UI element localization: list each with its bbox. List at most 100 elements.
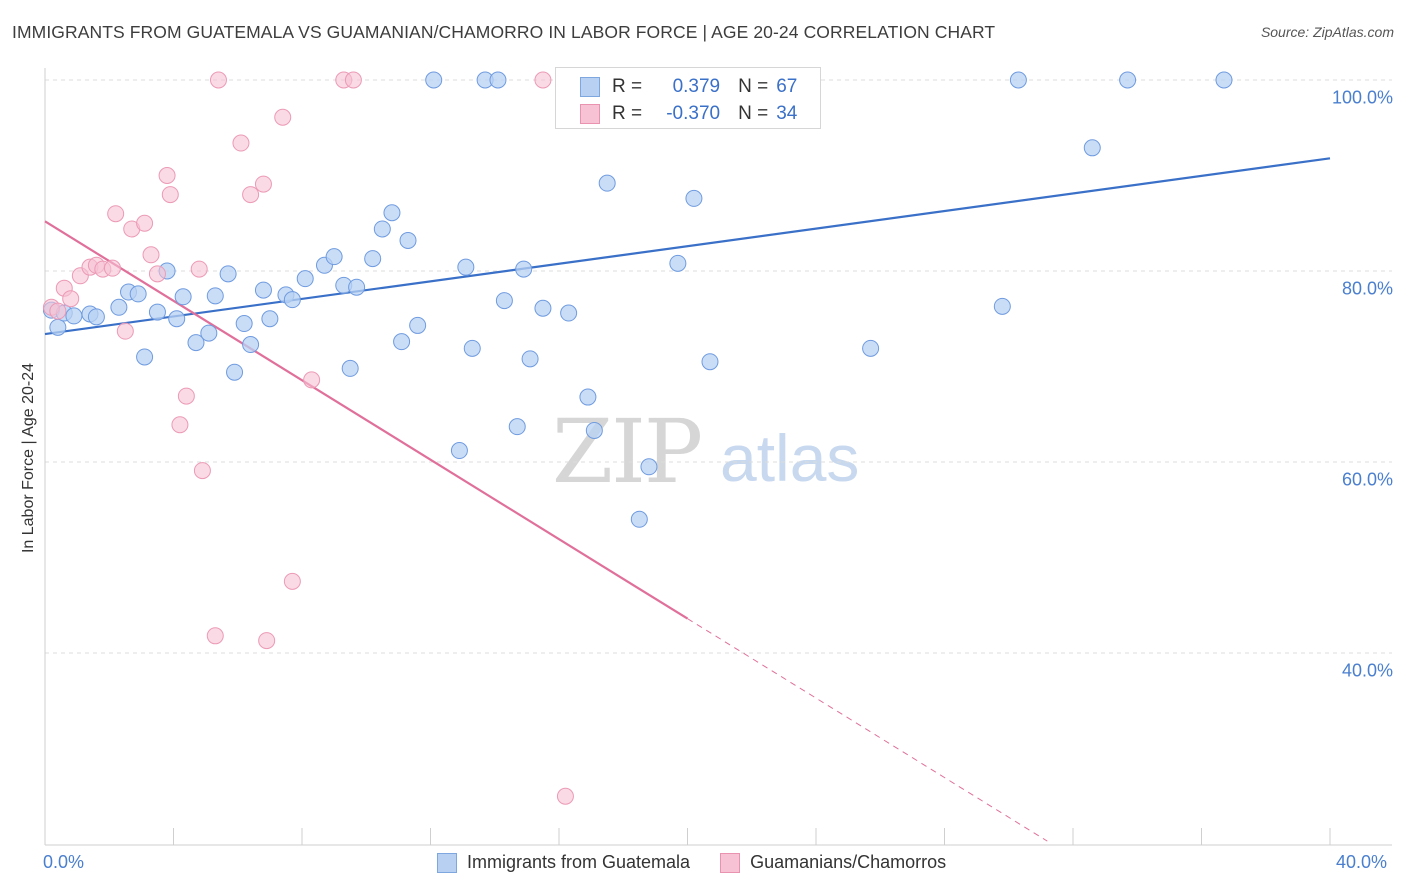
data-point-chamorro (254, 175, 272, 193)
data-point-chamorro (158, 167, 176, 184)
data-point-guatemala (393, 333, 411, 351)
data-point-guatemala (489, 71, 507, 89)
data-point-guatemala (206, 287, 224, 305)
data-point-guatemala (630, 510, 648, 528)
data-point-guatemala (168, 310, 186, 328)
legend-swatch-pink (720, 852, 741, 873)
legend-row-guatemala: R = 0.379 N = 67 (580, 75, 797, 99)
data-point-guatemala (136, 348, 154, 366)
trendline-guatemala (44, 157, 1331, 336)
data-point-guatemala (65, 307, 83, 325)
data-point-guatemala (495, 292, 513, 310)
y-tick-label: 80.0% (1341, 278, 1393, 299)
data-point-chamorro (107, 205, 125, 223)
data-point-guatemala (640, 458, 658, 476)
legend-swatch-pink (580, 104, 600, 124)
data-point-guatemala (993, 297, 1011, 315)
data-point-guatemala (450, 442, 468, 460)
data-point-guatemala (521, 350, 539, 368)
data-point-chamorro (258, 632, 276, 650)
data-point-chamorro (232, 134, 250, 152)
legend-swatch-blue (580, 77, 600, 97)
legend-item-guatemala: Immigrants from Guatemala (437, 852, 690, 873)
data-point-guatemala (254, 281, 272, 299)
data-point-guatemala (261, 310, 279, 328)
series-guatemala (42, 71, 1233, 528)
legend-swatch-blue (437, 852, 457, 873)
data-point-chamorro (49, 302, 67, 320)
data-point-guatemala (685, 189, 703, 207)
data-point-guatemala (110, 298, 128, 316)
data-point-guatemala (373, 220, 391, 238)
legend-label: Guamanians/Chamorros (750, 852, 947, 872)
trendline-chamorro-extension (687, 618, 1048, 842)
data-point-guatemala (1083, 139, 1101, 157)
watermark-atlas: atlas (720, 421, 860, 495)
r-value: 0.379 (672, 76, 721, 97)
gridlines (45, 79, 1392, 654)
data-point-guatemala (49, 318, 67, 336)
data-point-guatemala (348, 278, 366, 296)
trendlines (44, 157, 1331, 842)
data-point-guatemala (409, 316, 427, 334)
data-point-chamorro (136, 214, 154, 232)
data-point-chamorro (303, 371, 321, 389)
y-tick-label: 60.0% (1341, 469, 1393, 490)
watermark-zip: ZIP (552, 400, 703, 503)
data-point-guatemala (862, 339, 880, 357)
data-point-guatemala (399, 231, 417, 249)
y-tick-label: 40.0% (1341, 660, 1393, 681)
data-point-guatemala (508, 418, 526, 436)
data-point-chamorro (274, 108, 292, 126)
data-point-guatemala (296, 270, 314, 288)
data-point-chamorro (171, 416, 189, 434)
data-point-chamorro (534, 71, 552, 89)
data-point-chamorro (206, 627, 224, 645)
x-tick-label-max: 40.0% (1336, 852, 1388, 872)
data-point-guatemala (226, 363, 244, 381)
data-point-chamorro (283, 572, 301, 590)
data-point-chamorro (62, 290, 80, 308)
data-point-chamorro (556, 787, 574, 805)
data-point-chamorro (142, 246, 160, 264)
data-point-guatemala (87, 308, 105, 326)
data-point-guatemala (148, 303, 166, 321)
data-point-chamorro (193, 462, 211, 480)
data-point-guatemala (1215, 71, 1233, 89)
chart-source: Source: ZipAtlas.com (1260, 24, 1394, 40)
legend-item-chamorro: Guamanians/Chamorros (720, 852, 946, 873)
n-label: N = (738, 103, 769, 124)
data-point-guatemala (325, 248, 343, 266)
data-point-guatemala (341, 359, 359, 377)
data-point-chamorro (344, 71, 362, 89)
data-point-guatemala (187, 334, 205, 352)
axes (44, 68, 1392, 846)
data-point-guatemala (579, 388, 597, 406)
r-label: R = (612, 76, 643, 97)
data-point-guatemala (585, 421, 603, 439)
data-point-guatemala (425, 71, 443, 89)
data-point-guatemala (1119, 71, 1137, 89)
data-point-guatemala (669, 254, 687, 272)
trendline-chamorro (44, 220, 689, 620)
data-point-chamorro (242, 186, 260, 204)
data-point-guatemala (598, 174, 616, 192)
data-point-guatemala (515, 260, 533, 278)
data-point-guatemala (242, 336, 260, 354)
data-point-guatemala (129, 285, 147, 303)
data-point-guatemala (457, 258, 475, 276)
data-point-guatemala (219, 265, 237, 283)
chart-title: IMMIGRANTS FROM GUATEMALA VS GUAMANIAN/C… (12, 22, 996, 42)
data-point-guatemala (701, 353, 719, 371)
legend-label: Immigrants from Guatemala (467, 852, 691, 872)
series-chamorro (42, 71, 574, 805)
n-value: 34 (776, 103, 798, 124)
r-value: -0.370 (666, 103, 721, 124)
data-point-guatemala (383, 204, 401, 222)
data-point-guatemala (534, 299, 552, 317)
r-label: R = (612, 103, 643, 124)
legend-row-chamorro: R = -0.370 N = 34 (580, 102, 797, 126)
data-point-guatemala (235, 315, 253, 333)
data-point-guatemala (364, 250, 382, 268)
data-point-chamorro (190, 260, 208, 278)
